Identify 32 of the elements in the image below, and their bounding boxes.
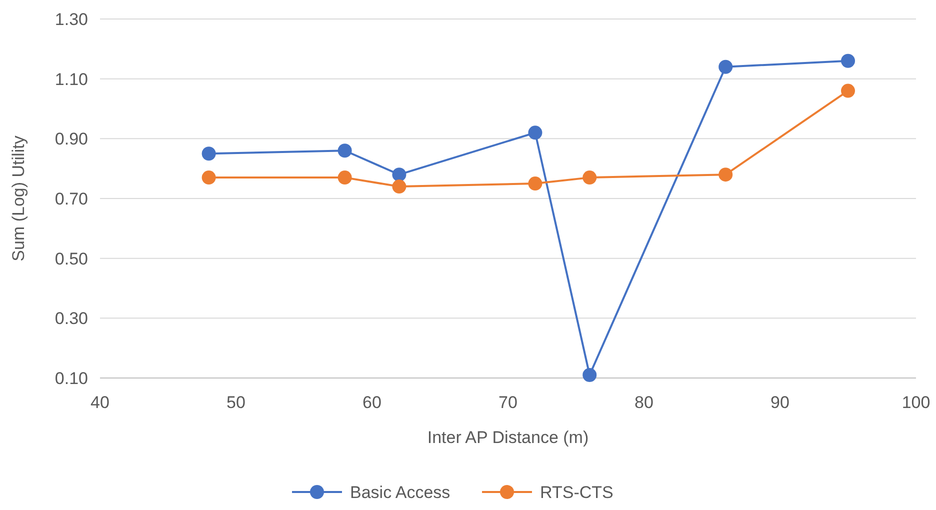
point — [582, 368, 597, 382]
point — [338, 144, 352, 158]
x-tick-label: 90 — [770, 393, 790, 412]
point — [841, 54, 855, 68]
y-tick-label: 1.30 — [54, 10, 88, 29]
x-tick-label: 60 — [362, 393, 382, 412]
point — [392, 168, 406, 182]
x-tick-label: 80 — [634, 393, 654, 412]
x-tick-label: 50 — [226, 393, 246, 412]
point — [202, 170, 216, 185]
point — [841, 84, 855, 98]
point — [392, 180, 406, 194]
y-axis-title: Sum (Log) Utility — [9, 135, 28, 262]
y-tick-label: 0.10 — [54, 368, 88, 388]
point — [528, 176, 542, 191]
y-tick-label: 0.70 — [54, 189, 88, 208]
point — [582, 170, 597, 185]
point — [338, 170, 352, 185]
x-tick-label: 40 — [90, 393, 110, 412]
legend-label: Basic Access — [350, 482, 450, 502]
x-tick-label: 100 — [902, 393, 930, 412]
y-tick-label: 0.90 — [54, 130, 88, 149]
y-tick-label: 0.50 — [54, 249, 88, 268]
point — [528, 126, 542, 140]
point — [718, 60, 733, 74]
legend-label: RTS-CTS — [540, 482, 614, 502]
x-axis-title: Inter AP Distance (m) — [427, 428, 589, 447]
point — [718, 168, 733, 182]
y-tick-label: 0.30 — [54, 309, 88, 328]
y-tick-label: 1.10 — [54, 70, 88, 89]
x-tick-label: 70 — [498, 393, 518, 412]
point — [202, 146, 216, 161]
